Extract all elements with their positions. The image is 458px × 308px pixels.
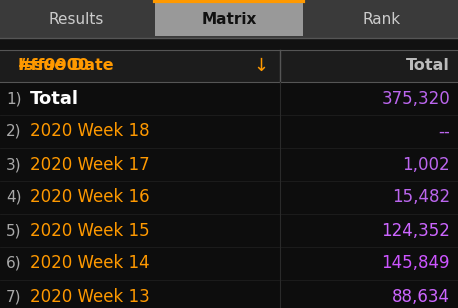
Text: Total: Total: [406, 59, 450, 74]
Bar: [0, 214, 458, 247]
Bar: [2, 0, 151, 36]
Bar: [0, 82, 458, 115]
Bar: [155, 0, 303, 36]
Bar: [307, 0, 456, 36]
Text: ↓: ↓: [253, 57, 268, 75]
Bar: [0, 50, 458, 82]
Text: 2020 Week 17: 2020 Week 17: [30, 156, 150, 173]
Text: 6): 6): [6, 256, 22, 271]
Text: Results: Results: [49, 11, 104, 26]
Bar: [0, 38, 458, 50]
Text: 2020 Week 15: 2020 Week 15: [30, 221, 150, 240]
Text: --: --: [438, 123, 450, 140]
Text: 375,320: 375,320: [381, 90, 450, 107]
Text: Rank: Rank: [363, 11, 401, 26]
Text: 2020 Week 14: 2020 Week 14: [30, 254, 150, 273]
Text: 3): 3): [6, 157, 22, 172]
Text: 1): 1): [6, 91, 22, 106]
Text: 2): 2): [6, 124, 22, 139]
Text: 124,352: 124,352: [381, 221, 450, 240]
Text: 2020 Week 18: 2020 Week 18: [30, 123, 150, 140]
Text: 1,002: 1,002: [403, 156, 450, 173]
Text: 15,482: 15,482: [392, 188, 450, 206]
Bar: [0, 115, 458, 148]
Text: 2020 Week 13: 2020 Week 13: [30, 287, 150, 306]
Text: 5): 5): [6, 223, 22, 238]
Bar: [0, 181, 458, 214]
Text: 7): 7): [6, 289, 22, 304]
Text: 145,849: 145,849: [382, 254, 450, 273]
Bar: [0, 247, 458, 280]
Text: Total: Total: [30, 90, 79, 107]
Bar: [0, 148, 458, 181]
Text: #ff9900: #ff9900: [18, 59, 90, 74]
Text: Matrix: Matrix: [202, 11, 256, 26]
Text: Issue Date: Issue Date: [18, 59, 114, 74]
Text: 4): 4): [6, 190, 22, 205]
Bar: [0, 0, 458, 38]
Text: 88,634: 88,634: [392, 287, 450, 306]
Text: 2020 Week 16: 2020 Week 16: [30, 188, 150, 206]
Bar: [0, 280, 458, 308]
